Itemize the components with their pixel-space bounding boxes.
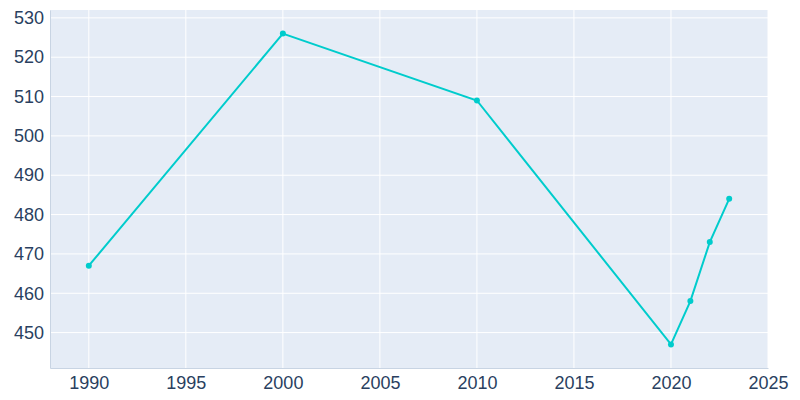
y-axis-tick: 520 <box>14 47 50 67</box>
x-axis-tick: 1995 <box>166 368 206 393</box>
point <box>668 341 674 347</box>
line <box>89 34 729 345</box>
x-axis-tick: 2000 <box>263 368 303 393</box>
x-axis-tick-label: 2020 <box>651 373 691 393</box>
x-axis-tick-label: 1990 <box>69 373 109 393</box>
x-axis-tick: 2025 <box>748 368 788 393</box>
y-axis-line <box>50 11 51 369</box>
grid <box>50 10 768 368</box>
point <box>687 298 693 304</box>
x-axis-tick-label: 2010 <box>457 373 497 393</box>
y-axis-tick: 470 <box>14 244 50 264</box>
y-axis-tick: 500 <box>14 126 50 146</box>
series <box>86 31 732 348</box>
y-grid-line <box>50 96 768 97</box>
x-grid-line <box>476 10 477 368</box>
y-axis-tick: 450 <box>14 323 50 343</box>
x-grid-line <box>185 10 186 368</box>
y-grid-line <box>50 17 768 18</box>
x-axis-tick: 2010 <box>457 368 497 393</box>
y-grid-line <box>50 214 768 215</box>
point <box>726 196 732 202</box>
chart-svg: 1990 1995 2000 2005 2010 2015 2020 2025 450 460 47… <box>0 0 800 400</box>
y-axis-tick-label: 490 <box>14 165 44 185</box>
x-axis-tick-label: 2015 <box>554 373 594 393</box>
x-axis-tick-label: 2025 <box>748 373 788 393</box>
x-grid-line <box>768 10 769 368</box>
y-grid-line <box>50 135 768 136</box>
y-axis-tick-label: 520 <box>14 47 44 67</box>
x-axis-tick: 2015 <box>554 368 594 393</box>
point <box>280 31 286 37</box>
y-axis-tick-label: 470 <box>14 244 44 264</box>
plot: 1990 1995 2000 2005 2010 2015 2020 2025 450 460 47… <box>14 8 789 393</box>
y-axis-tick-label: 460 <box>14 284 44 304</box>
x-axis: 1990 1995 2000 2005 2010 2015 2020 2025 <box>51 368 789 393</box>
y-grid-line <box>50 293 768 294</box>
x-axis-tick: 1990 <box>69 368 109 393</box>
y-axis-tick-label: 450 <box>14 323 44 343</box>
y-axis-tick: 480 <box>14 205 50 225</box>
x-grid-line <box>282 10 283 368</box>
y-axis: 450 460 470 480 490 500 510 520 530 <box>14 8 51 368</box>
chart-container: 1990 1995 2000 2005 2010 2015 2020 2025 450 460 47… <box>0 0 800 400</box>
x-grid-line <box>670 10 671 368</box>
plot-background <box>50 10 768 368</box>
y-grid-line <box>50 253 768 254</box>
y-axis-tick-label: 530 <box>14 8 44 28</box>
y-grid-line <box>50 175 768 176</box>
x-grid-line <box>573 10 574 368</box>
y-axis-tick: 510 <box>14 87 50 107</box>
x-axis-line <box>51 368 769 369</box>
x-grid-line <box>379 10 380 368</box>
y-axis-tick-label: 510 <box>14 87 44 107</box>
x-grid-line <box>88 10 89 368</box>
y-axis-tick: 460 <box>14 284 50 304</box>
point <box>707 239 713 245</box>
y-axis-tick: 490 <box>14 165 50 185</box>
x-axis-tick-label: 2000 <box>263 373 303 393</box>
x-axis-tick-label: 2005 <box>360 373 400 393</box>
point <box>86 263 92 269</box>
y-axis-tick-label: 500 <box>14 126 44 146</box>
x-axis-tick-label: 1995 <box>166 373 206 393</box>
point <box>474 97 480 103</box>
x-axis-tick: 2005 <box>360 368 400 393</box>
x-axis-tick: 2020 <box>651 368 691 393</box>
y-axis-tick: 530 <box>14 8 50 28</box>
y-axis-tick-label: 480 <box>14 205 44 225</box>
y-grid-line <box>50 57 768 58</box>
